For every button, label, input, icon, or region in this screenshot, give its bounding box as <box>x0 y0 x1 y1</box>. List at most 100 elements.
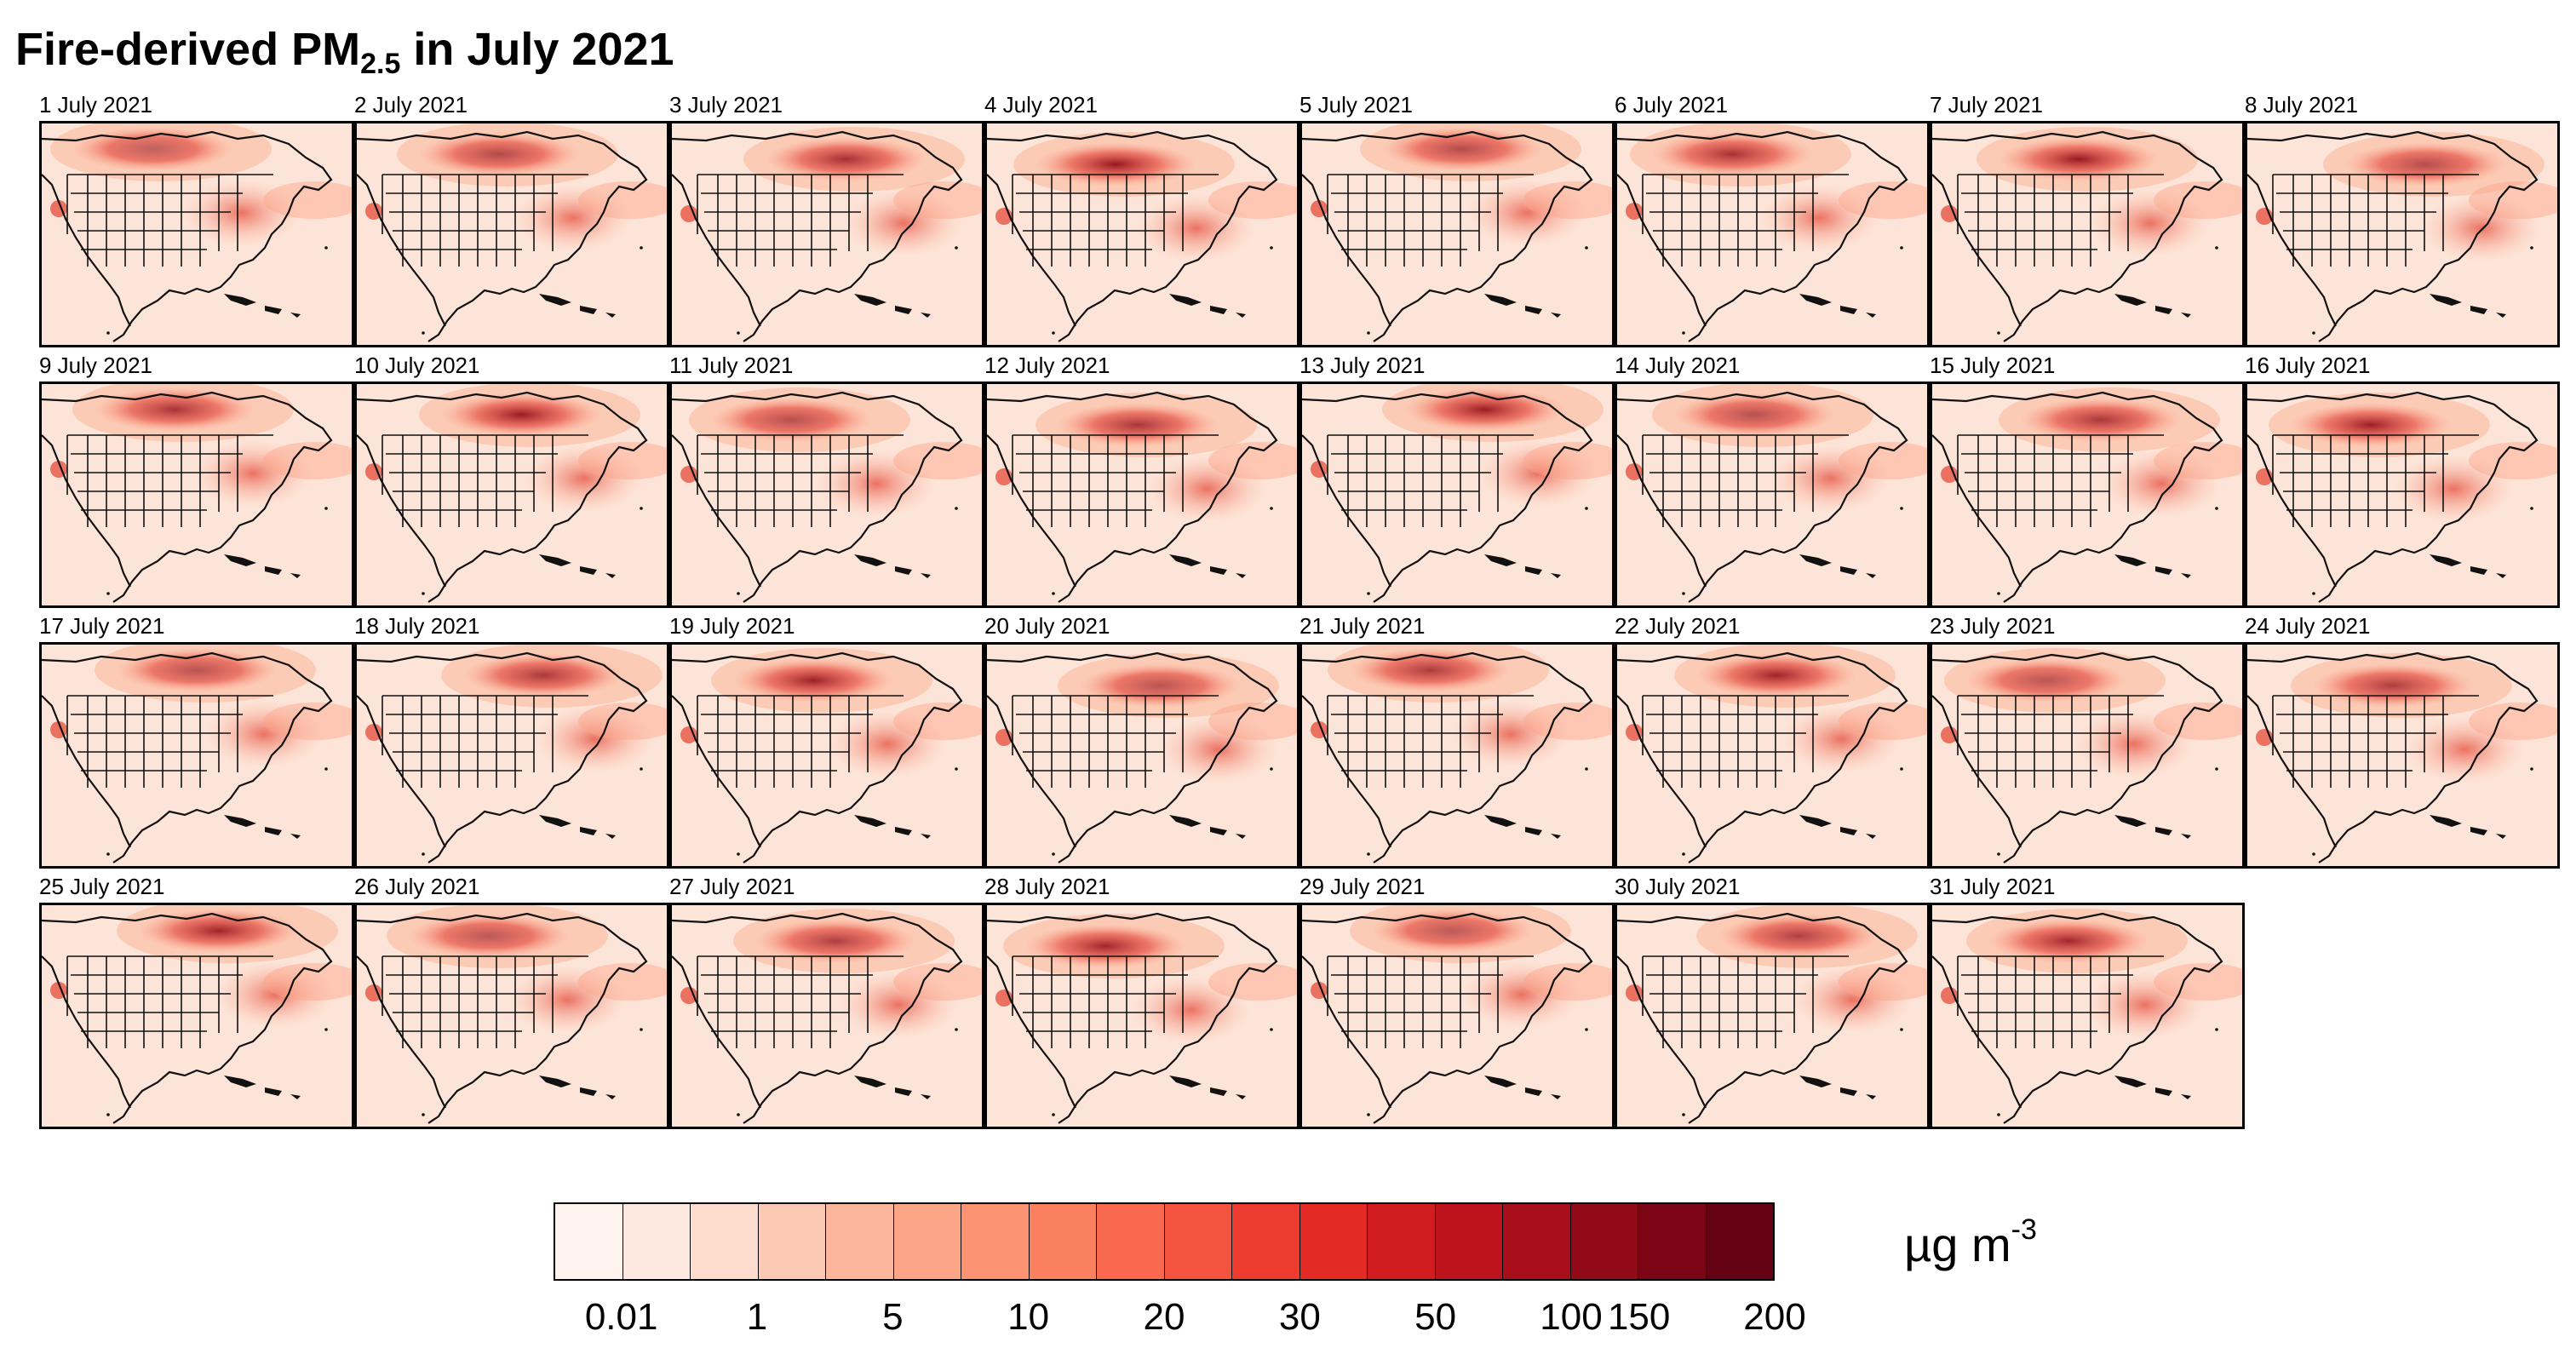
colorbar-box <box>893 1204 961 1279</box>
pm25-map <box>2245 381 2560 608</box>
colorbar-tick-label: 150 <box>1607 1296 1671 1338</box>
map-panel: 1 July 2021 <box>39 92 354 352</box>
panel-date-label: 16 July 2021 <box>2245 353 2371 378</box>
map-panel: 21 July 2021 <box>1299 613 1615 873</box>
panel-date-label: 29 July 2021 <box>1299 874 1426 899</box>
pm25-map <box>1299 903 1615 1129</box>
pm25-map <box>984 381 1299 608</box>
pm25-map <box>39 903 354 1129</box>
colorbar-box <box>1435 1204 1503 1279</box>
panel-date-label: 2 July 2021 <box>354 92 468 118</box>
panel-date-label: 22 July 2021 <box>1615 613 1741 639</box>
colorbar-box <box>961 1204 1030 1279</box>
map-panel: 19 July 2021 <box>669 613 984 873</box>
map-panel: 14 July 2021 <box>1615 353 1930 612</box>
map-panel: 25 July 2021 <box>39 874 354 1133</box>
map-panel: 17 July 2021 <box>39 613 354 873</box>
colorbar-tick-label: 30 <box>1278 1296 1321 1338</box>
map-panel: 9 July 2021 <box>39 353 354 612</box>
map-panel: 23 July 2021 <box>1930 613 2245 873</box>
pm25-map <box>984 642 1299 869</box>
map-panel: 3 July 2021 <box>669 92 984 352</box>
map-panel: 24 July 2021 <box>2245 613 2560 873</box>
panel-date-label: 27 July 2021 <box>669 874 795 899</box>
map-panel-grid: 1 July 2021 <box>39 92 2560 1141</box>
units-superscript: -3 <box>2011 1213 2037 1246</box>
map-panel: 30 July 2021 <box>1615 874 1930 1133</box>
panel-date-label: 21 July 2021 <box>1299 613 1426 639</box>
panel-date-label: 28 July 2021 <box>984 874 1110 899</box>
map-panel: 20 July 2021 <box>984 613 1299 873</box>
colorbar-box <box>1503 1204 1571 1279</box>
pm25-map <box>1615 121 1930 347</box>
panel-date-label: 30 July 2021 <box>1615 874 1741 899</box>
pm25-map <box>669 121 984 347</box>
map-panel: 11 July 2021 <box>669 353 984 612</box>
pm25-map <box>1299 381 1615 608</box>
pm25-map <box>1615 642 1930 869</box>
colorbar-tick-label: 100 <box>1540 1296 1603 1338</box>
panel-date-label: 12 July 2021 <box>984 353 1110 378</box>
panel-date-label: 5 July 2021 <box>1299 92 1413 118</box>
map-panel: 8 July 2021 <box>2245 92 2560 352</box>
panel-date-label: 20 July 2021 <box>984 613 1110 639</box>
map-panel: 15 July 2021 <box>1930 353 2245 612</box>
colorbar-box <box>1164 1204 1232 1279</box>
colorbar-tick-label: 200 <box>1743 1296 1806 1338</box>
colorbar-tick-label: 50 <box>1414 1296 1457 1338</box>
colorbar-box <box>691 1204 759 1279</box>
pm25-map <box>39 642 354 869</box>
map-panel: 4 July 2021 <box>984 92 1299 352</box>
map-panel: 13 July 2021 <box>1299 353 1615 612</box>
panel-date-label: 11 July 2021 <box>669 353 794 378</box>
colorbar-box <box>622 1204 691 1279</box>
map-panel: 5 July 2021 <box>1299 92 1615 352</box>
pm25-map <box>354 121 669 347</box>
panel-date-label: 10 July 2021 <box>354 353 480 378</box>
map-panel: 26 July 2021 <box>354 874 669 1133</box>
pm25-map <box>1299 642 1615 869</box>
map-panel: 16 July 2021 <box>2245 353 2560 612</box>
colorbar-tick-label: 20 <box>1143 1296 1185 1338</box>
panel-date-label: 15 July 2021 <box>1930 353 2056 378</box>
colorbar-tick-label: 0.01 <box>584 1296 658 1338</box>
map-panel: 22 July 2021 <box>1615 613 1930 873</box>
pm25-map <box>39 381 354 608</box>
panel-date-label: 24 July 2021 <box>2245 613 2371 639</box>
figure-title: Fire-derived PM2.5 in July 2021 <box>15 24 674 80</box>
panel-date-label: 7 July 2021 <box>1930 92 2043 118</box>
colorbar-box <box>1029 1204 1097 1279</box>
colorbar-box <box>826 1204 894 1279</box>
pm25-map <box>1930 381 2245 608</box>
pm25-map <box>669 381 984 608</box>
colorbar-box <box>1232 1204 1300 1279</box>
panel-date-label: 3 July 2021 <box>669 92 783 118</box>
pm25-map <box>669 642 984 869</box>
map-panel: 12 July 2021 <box>984 353 1299 612</box>
panel-date-label: 14 July 2021 <box>1615 353 1741 378</box>
pm25-map <box>2245 121 2560 347</box>
panel-date-label: 9 July 2021 <box>39 353 152 378</box>
colorbar-box <box>555 1204 623 1279</box>
map-panel: 2 July 2021 <box>354 92 669 352</box>
pm25-map <box>354 381 669 608</box>
panel-date-label: 19 July 2021 <box>669 613 795 639</box>
panel-date-label: 6 July 2021 <box>1615 92 1728 118</box>
colorbar-box <box>1638 1204 1707 1279</box>
panel-date-label: 4 July 2021 <box>984 92 1098 118</box>
colorbar-box <box>1706 1204 1773 1279</box>
title-subscript: 2.5 <box>360 48 401 80</box>
panel-date-label: 26 July 2021 <box>354 874 480 899</box>
map-panel: 27 July 2021 <box>669 874 984 1133</box>
colorbar-tick-label: 10 <box>1007 1296 1050 1338</box>
panel-date-label: 1 July 2021 <box>39 92 152 118</box>
colorbar <box>554 1202 1775 1281</box>
colorbar-box <box>1570 1204 1638 1279</box>
pm25-map <box>1930 903 2245 1129</box>
panel-date-label: 8 July 2021 <box>2245 92 2358 118</box>
panel-date-label: 13 July 2021 <box>1299 353 1426 378</box>
pm25-map <box>984 121 1299 347</box>
pm25-map <box>2245 642 2560 869</box>
pm25-map <box>354 903 669 1129</box>
map-panel: 6 July 2021 <box>1615 92 1930 352</box>
